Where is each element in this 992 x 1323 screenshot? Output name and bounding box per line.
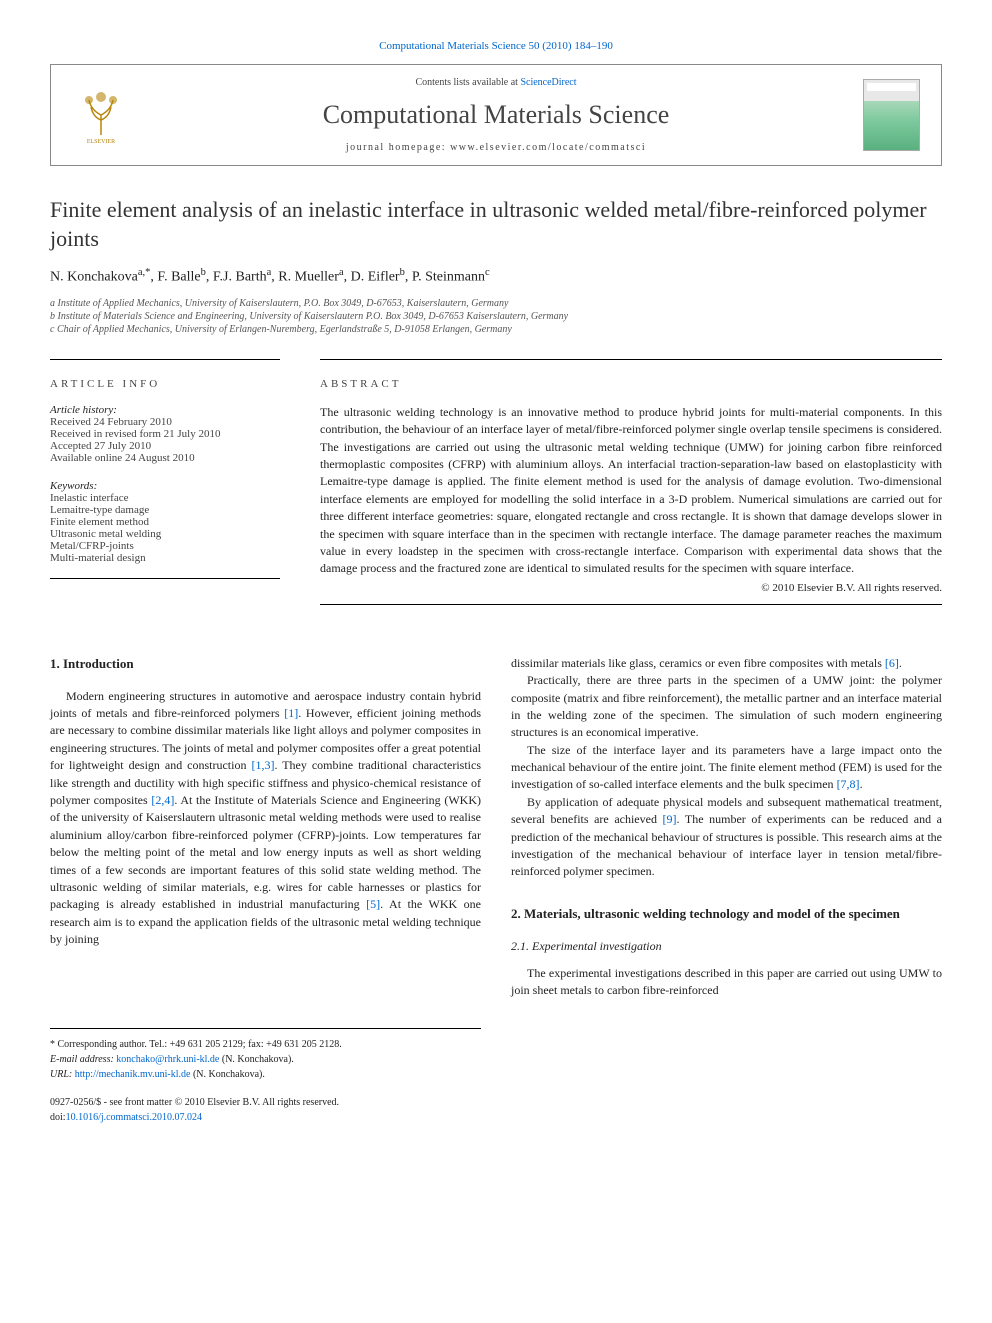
history-revised: Received in revised form 21 July 2010 bbox=[50, 428, 280, 440]
history-label: Article history: bbox=[50, 404, 280, 416]
authors-line: N. Konchakovaa,*, F. Balleb, F.J. Bartha… bbox=[50, 267, 942, 286]
email-suffix: (N. Konchakova). bbox=[219, 1054, 293, 1065]
journal-cover-container bbox=[841, 65, 941, 165]
keyword-4: Ultrasonic metal welding bbox=[50, 528, 280, 540]
article-info-label: article info bbox=[50, 378, 280, 390]
elsevier-tree-logo: ELSEVIER bbox=[71, 85, 131, 145]
ref-7-8[interactable]: [7,8] bbox=[837, 777, 860, 791]
svg-text:ELSEVIER: ELSEVIER bbox=[87, 139, 115, 145]
author-6-pre: , P. Steinmann bbox=[405, 270, 485, 285]
corresp-line: * Corresponding author. Tel.: +49 631 20… bbox=[50, 1037, 481, 1052]
ref-5[interactable]: [5] bbox=[366, 897, 380, 911]
affiliation-a: a Institute of Applied Mechanics, Univer… bbox=[50, 298, 942, 309]
p4: The size of the interface layer and its … bbox=[511, 742, 942, 794]
ref-1-3[interactable]: [1,3] bbox=[251, 758, 274, 772]
email-line: E-mail address: konchako@rhrk.uni-kl.de … bbox=[50, 1052, 481, 1067]
author-3-pre: , F.J. Barth bbox=[206, 270, 267, 285]
intro-paragraph: Modern engineering structures in automot… bbox=[50, 688, 481, 949]
author-2-pre: , F. Balle bbox=[150, 270, 200, 285]
doi-label: doi: bbox=[50, 1112, 66, 1123]
ref-6[interactable]: [6] bbox=[885, 656, 899, 670]
history-online: Available online 24 August 2010 bbox=[50, 452, 280, 464]
article-title: Finite element analysis of an inelastic … bbox=[50, 196, 942, 253]
body-column-left: 1. Introduction Modern engineering struc… bbox=[50, 655, 481, 1126]
p6: The experimental investigations describe… bbox=[511, 965, 942, 1000]
abstract-label: abstract bbox=[320, 378, 942, 390]
corresponding-author-footer: * Corresponding author. Tel.: +49 631 20… bbox=[50, 1028, 481, 1082]
affiliation-c: c Chair of Applied Mechanics, University… bbox=[50, 324, 942, 335]
journal-homepage: journal homepage: www.elsevier.com/locat… bbox=[151, 142, 841, 153]
journal-header-center: Contents lists available at ScienceDirec… bbox=[151, 65, 841, 165]
ref-9[interactable]: [9] bbox=[663, 812, 677, 826]
url-line: URL: http://mechanik.mv.uni-kl.de (N. Ko… bbox=[50, 1067, 481, 1082]
abstract-copyright: © 2010 Elsevier B.V. All rights reserved… bbox=[320, 582, 942, 594]
section-1-heading: 1. Introduction bbox=[50, 655, 481, 674]
url-suffix: (N. Konchakova). bbox=[190, 1069, 264, 1080]
issn-line: 0927-0256/$ - see front matter © 2010 El… bbox=[50, 1096, 481, 1111]
author-4-pre: , R. Mueller bbox=[271, 270, 339, 285]
contents-text: Contents lists available at bbox=[415, 77, 520, 88]
journal-reference-link[interactable]: Computational Materials Science 50 (2010… bbox=[50, 40, 942, 52]
p4b: . bbox=[860, 777, 863, 791]
affiliations: a Institute of Applied Mechanics, Univer… bbox=[50, 298, 942, 335]
sciencedirect-link[interactable]: ScienceDirect bbox=[520, 77, 576, 88]
keyword-6: Multi-material design bbox=[50, 552, 280, 564]
p2a: dissimilar materials like glass, ceramic… bbox=[511, 656, 885, 670]
section-2-heading: 2. Materials, ultrasonic welding technol… bbox=[511, 905, 942, 924]
section-2-1-heading: 2.1. Experimental investigation bbox=[511, 938, 942, 955]
p2b: . bbox=[899, 656, 902, 670]
history-received: Received 24 February 2010 bbox=[50, 416, 280, 428]
p2: dissimilar materials like glass, ceramic… bbox=[511, 655, 942, 672]
p1d: . At the Institute of Materials Science … bbox=[50, 793, 481, 911]
author-1: N. Konchakova bbox=[50, 270, 138, 285]
keyword-3: Finite element method bbox=[50, 516, 280, 528]
affiliation-b: b Institute of Materials Science and Eng… bbox=[50, 311, 942, 322]
journal-name: Computational Materials Science bbox=[151, 100, 841, 130]
abstract-column: abstract The ultrasonic welding technolo… bbox=[320, 359, 942, 605]
author-6-aff: c bbox=[485, 267, 490, 278]
history-accepted: Accepted 27 July 2010 bbox=[50, 440, 280, 452]
doi-link[interactable]: 10.1016/j.commatsci.2010.07.024 bbox=[66, 1112, 202, 1123]
doi-block: 0927-0256/$ - see front matter © 2010 El… bbox=[50, 1096, 481, 1125]
url-label: URL: bbox=[50, 1069, 75, 1080]
url-link[interactable]: http://mechanik.mv.uni-kl.de bbox=[75, 1069, 191, 1080]
doi-line: doi:10.1016/j.commatsci.2010.07.024 bbox=[50, 1111, 481, 1126]
email-link[interactable]: konchako@rhrk.uni-kl.de bbox=[116, 1054, 219, 1065]
author-5-pre: , D. Eifler bbox=[344, 270, 400, 285]
ref-2-4[interactable]: [2,4] bbox=[151, 793, 174, 807]
keywords-label: Keywords: bbox=[50, 480, 280, 492]
body-column-right: dissimilar materials like glass, ceramic… bbox=[511, 655, 942, 1126]
ref-1[interactable]: [1] bbox=[284, 706, 298, 720]
journal-header: ELSEVIER Contents lists available at Sci… bbox=[50, 64, 942, 166]
keyword-2: Lemaitre-type damage bbox=[50, 504, 280, 516]
journal-cover-thumbnail bbox=[863, 79, 920, 151]
publisher-logo-container: ELSEVIER bbox=[51, 65, 151, 165]
keyword-5: Metal/CFRP-joints bbox=[50, 540, 280, 552]
p5: By application of adequate physical mode… bbox=[511, 794, 942, 881]
contents-line: Contents lists available at ScienceDirec… bbox=[151, 77, 841, 88]
keyword-1: Inelastic interface bbox=[50, 492, 280, 504]
article-info-column: article info Article history: Received 2… bbox=[50, 359, 280, 605]
p3: Practically, there are three parts in th… bbox=[511, 672, 942, 742]
p4a: The size of the interface layer and its … bbox=[511, 743, 942, 792]
abstract-text: The ultrasonic welding technology is an … bbox=[320, 404, 942, 578]
email-label: E-mail address: bbox=[50, 1054, 116, 1065]
